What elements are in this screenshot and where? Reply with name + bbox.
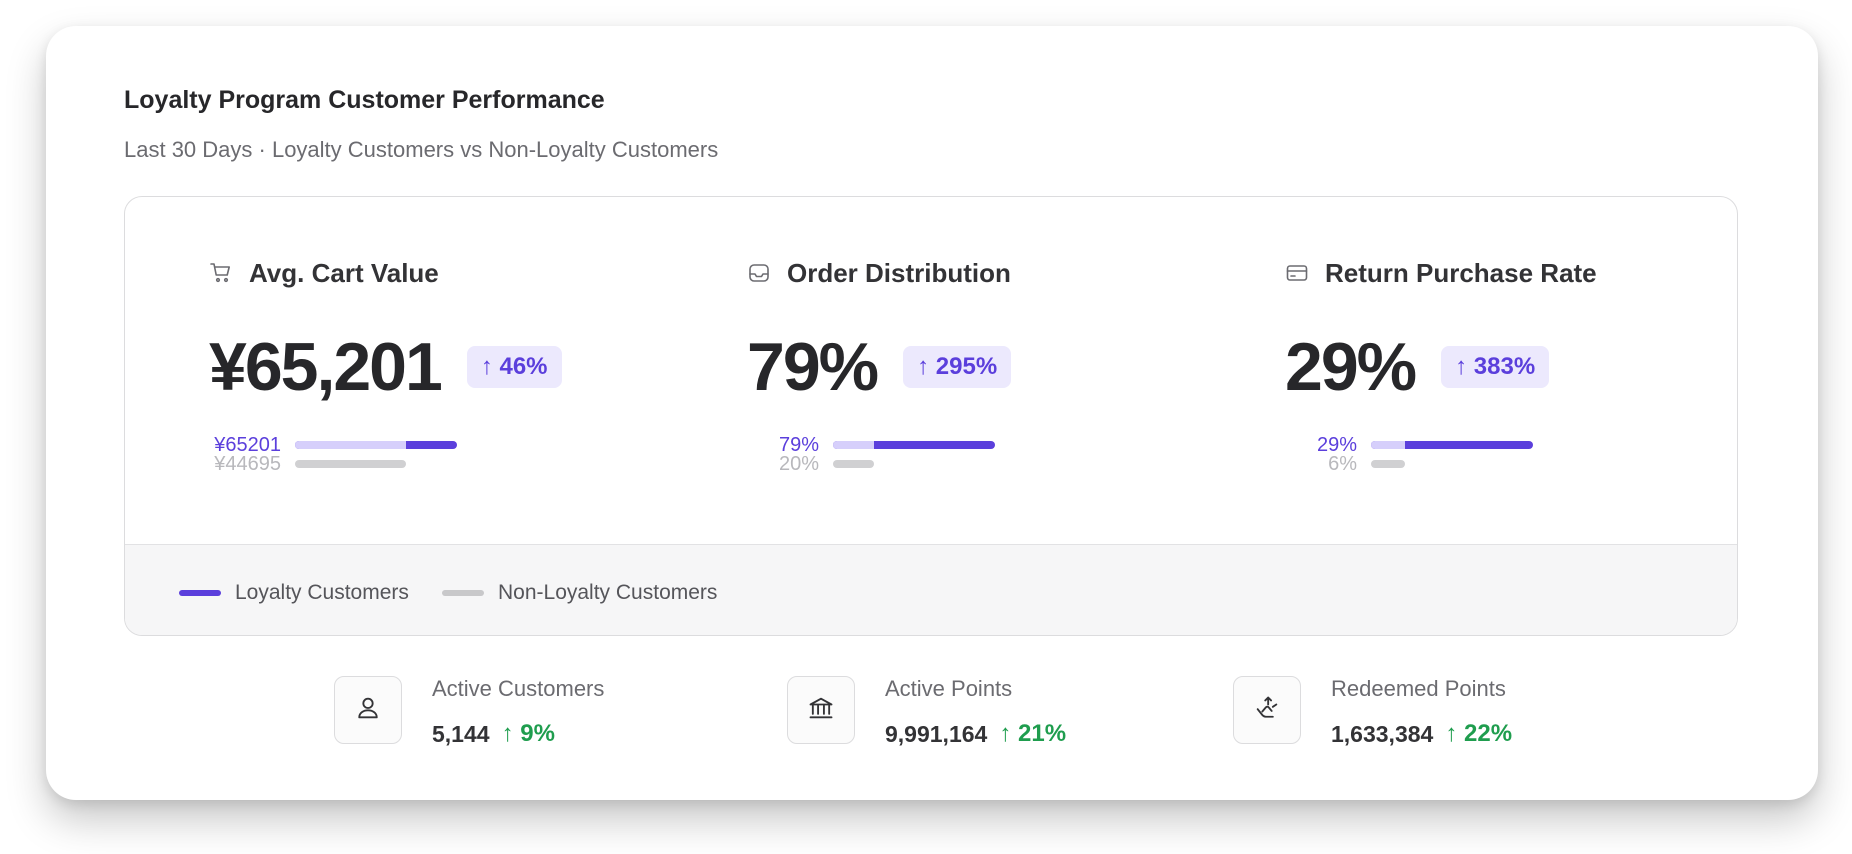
card-subtitle: Last 30 Days · Loyalty Customers vs Non-… [124,137,719,162]
loyalty-bar [833,441,995,449]
metric-label: Order Distribution [787,257,1011,288]
stat-active-points: Active Points 9,991,164 ↑ 21% [787,676,1066,748]
legend-label: Non-Loyalty Customers [498,581,718,604]
metric-value: 29% [1285,329,1417,405]
metric-label: Return Purchase Rate [1325,257,1597,288]
stat-icon-box [334,676,402,744]
delta-badge: ↑ 383% [1441,346,1550,388]
stat-value: 5,144 [432,720,490,747]
bank-icon [807,694,835,727]
legend-swatch-non-loyalty [442,590,484,596]
loyalty-value-label: 79% [778,433,819,456]
loyalty-value-label: ¥65201 [214,433,281,456]
metrics-panel: Avg. Cart Value ¥65,201 ↑ 46% ¥65201 ¥44… [124,196,1738,636]
stat-redeemed-points: Redeemed Points 1,633,384 ↑ 22% [1233,676,1512,748]
stat-label: Redeemed Points [1331,676,1506,701]
shopping-cart-icon [209,261,233,285]
loyalty-bar-baseline-segment [833,441,874,449]
stat-label: Active Points [885,676,1013,701]
loyalty-bar-baseline-segment [1371,441,1405,449]
non-loyalty-bar [1371,460,1405,468]
metric-label: Avg. Cart Value [249,257,439,288]
stat-icon-box [787,676,855,744]
stat-icon-box [1233,676,1301,744]
legend-item-non-loyalty: Non-Loyalty Customers [442,581,717,605]
comparison-bars: 29% 6% [1285,433,1737,475]
metric-return-purchase-rate: Return Purchase Rate 29% ↑ 383% 29% 6% [1285,255,1737,475]
loyalty-bar [1371,441,1533,449]
non-loyalty-bar [833,460,874,468]
hand-coins-icon [1253,694,1281,727]
inbox-icon [747,261,771,285]
stat-active-customers: Active Customers 5,144 ↑ 9% [334,676,604,748]
comparison-bars: 79% 20% [747,433,1227,475]
stat-delta: ↑ 22% [1445,720,1513,747]
metric-avg-cart-value: Avg. Cart Value ¥65,201 ↑ 46% ¥65201 ¥44… [209,255,689,475]
non-loyalty-value-label: 20% [778,452,819,475]
legend-swatch-loyalty [179,590,221,596]
stat-value: 9,991,164 [885,720,988,747]
delta-badge: ↑ 46% [466,346,562,388]
stat-label: Active Customers [432,676,605,701]
delta-badge: ↑ 295% [903,346,1012,388]
metric-value: ¥65,201 [209,329,443,405]
loyalty-bar-baseline-segment [295,441,406,449]
loyalty-value-label: 29% [1316,433,1357,456]
legend: Loyalty Customers Non-Loyalty Customers [125,544,1737,635]
comparison-bars: ¥65201 ¥44695 [209,433,689,475]
non-loyalty-value-label: 6% [1328,452,1357,475]
legend-label: Loyalty Customers [235,581,409,604]
stat-value: 1,633,384 [1331,720,1434,747]
loyalty-bar [295,441,457,449]
user-icon [354,694,382,727]
metric-value: 79% [747,329,879,405]
non-loyalty-bar [295,460,406,468]
credit-card-icon [1285,261,1309,285]
non-loyalty-value-label: ¥44695 [214,452,281,475]
legend-item-loyalty: Loyalty Customers [179,581,409,605]
stat-delta: ↑ 21% [999,720,1067,747]
metric-order-distribution: Order Distribution 79% ↑ 295% 79% 20% [747,255,1227,475]
card-title: Loyalty Program Customer Performance [124,86,605,114]
stat-delta: ↑ 9% [501,720,555,747]
